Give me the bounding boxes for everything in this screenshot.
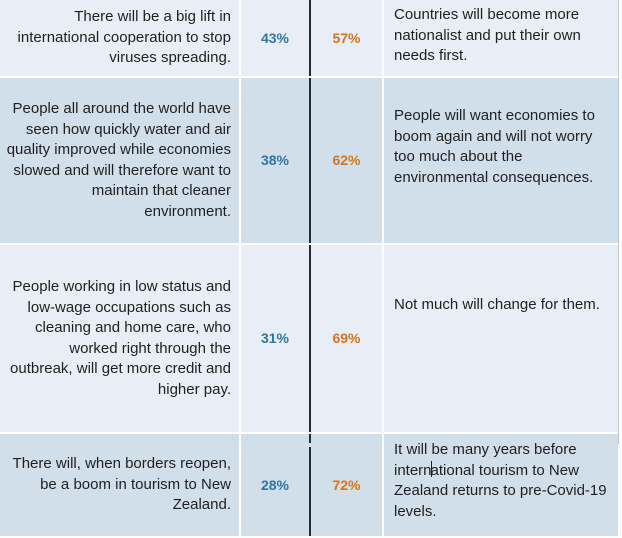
left-percentage[interactable]: 43%	[239, 0, 310, 78]
right-percentage[interactable]: 57%	[309, 0, 383, 78]
right-percentage[interactable]: 62%	[309, 77, 383, 245]
table-row: There will be a big lift in internationa…	[0, 0, 618, 78]
left-percentage[interactable]: 31%	[239, 244, 310, 434]
left-statement[interactable]: People all around the world have seen ho…	[0, 77, 240, 245]
right-statement[interactable]: People will want economies to boom again…	[382, 77, 618, 245]
table-row: People working in low status and low-wag…	[0, 244, 618, 434]
left-percentage[interactable]: 38%	[239, 77, 310, 245]
resize-handle[interactable]	[298, 443, 318, 447]
right-statement[interactable]: Countries will become more nationalist a…	[382, 0, 618, 78]
right-percentage[interactable]: 69%	[309, 244, 383, 434]
right-statement[interactable]: Not much will change for them.	[382, 244, 618, 434]
table-row: People all around the world have seen ho…	[0, 77, 618, 245]
left-statement[interactable]: People working in low status and low-wag…	[0, 244, 240, 434]
left-statement[interactable]: There will be a big lift in internationa…	[0, 0, 240, 78]
